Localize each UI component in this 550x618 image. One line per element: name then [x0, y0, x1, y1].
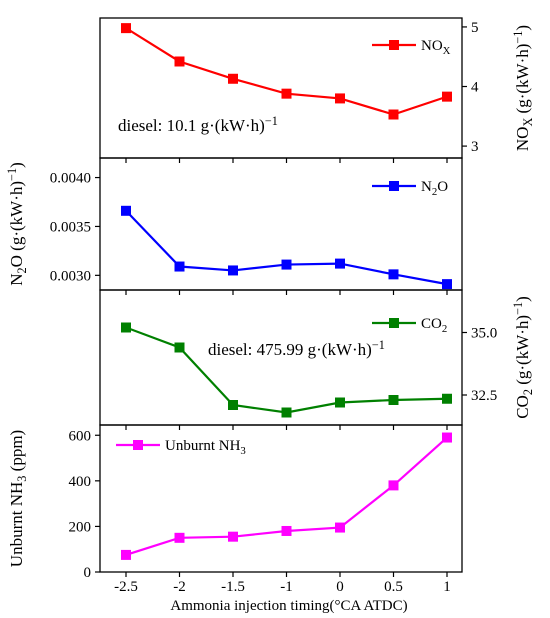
y-tick-label-nox: 5 — [471, 20, 479, 36]
x-axis-label: Ammonia injection timing(°CA ATDC) — [170, 598, 407, 614]
data-point-n2o — [174, 261, 185, 272]
panel-frame-nox — [99, 17, 463, 159]
x-tick-label: 0.5 — [384, 579, 403, 595]
data-point-nox — [174, 56, 185, 67]
legend-marker-nh3 — [133, 440, 143, 450]
panel-nox: 3 4 5 NOX (g·(kW·h)−1) NOX​ diesel: 10.1 g·(k… — [99, 17, 535, 163]
y-tick-label-n2o: 0.0040 — [50, 171, 91, 187]
x-tick-label: -1.5 — [221, 579, 245, 595]
data-point-nox — [121, 23, 131, 34]
panel-frame-nh3 — [99, 424, 463, 573]
y-tick-label-nh3: 400 — [69, 474, 92, 490]
x-axis: -2.5 -2 -1.5 -1 0 0.5 1 Ammonia injection timin… — [114, 579, 451, 614]
data-point-nh3 — [388, 480, 399, 491]
y-axis-label-nh3: Unburnt NH3 (ppm) — [7, 430, 29, 567]
x-tick-label: -1 — [280, 579, 293, 595]
data-point-co2 — [388, 395, 399, 405]
x-tick-label: -2.5 — [114, 579, 138, 595]
data-point-nh3 — [442, 432, 452, 443]
series-line-nh3 — [125, 436, 448, 556]
data-point-n2o — [442, 279, 452, 290]
data-point-nh3 — [335, 522, 345, 533]
data-point-nh3 — [121, 549, 131, 560]
data-point-nox — [388, 109, 399, 120]
y-tick-label-nox: 4 — [471, 80, 479, 96]
y-tick-label-nox: 3 — [471, 139, 479, 155]
data-point-nh3 — [228, 531, 238, 542]
x-tick-label: -2 — [173, 579, 186, 595]
data-point-n2o — [388, 269, 399, 280]
data-point-n2o — [121, 205, 131, 216]
data-point-n2o — [281, 259, 292, 270]
y-axis-label-co2: CO2 (g·(kW·h)−1) — [511, 296, 535, 419]
legend-label-co2: CO2​ — [421, 316, 447, 335]
legend-label-nh3: Unburnt NH3​ — [165, 438, 246, 457]
y-tick-label-n2o: 0.0035 — [50, 219, 91, 235]
data-point-co2 — [121, 322, 131, 333]
series-line-n2o — [125, 210, 448, 286]
legend-marker-co2 — [389, 318, 399, 328]
data-point-nox — [281, 88, 292, 99]
y-tick-label-co2: 32.5 — [471, 388, 497, 404]
data-point-nox — [228, 73, 238, 84]
data-point-nh3 — [281, 525, 292, 536]
data-point-nox — [442, 91, 452, 102]
panel-n2o: 0.0030 0.0035 0.0040 N2O (g·(kW·h)−1) N2O — [5, 157, 463, 295]
data-point-nox — [335, 93, 345, 104]
legend-label-n2o: N2O — [421, 179, 448, 198]
data-point-co2 — [335, 397, 345, 408]
data-point-co2 — [442, 393, 452, 404]
y-tick-label-nh3: 600 — [69, 428, 92, 444]
data-point-co2 — [281, 407, 292, 418]
data-point-co2 — [228, 400, 238, 410]
y-tick-label-co2: 35.0 — [471, 326, 497, 342]
data-point-n2o — [335, 258, 345, 269]
y-tick-label-n2o: 0.0030 — [50, 268, 91, 284]
x-tick-label: 1 — [443, 579, 451, 595]
panel-co2: 32.5 35.0 CO2 (g·(kW·h)−1) CO2​ diesel: 475.… — [99, 289, 535, 430]
data-point-nh3 — [174, 532, 185, 543]
y-tick-label-nh3: 0 — [84, 565, 92, 581]
legend-marker-n2o — [389, 181, 399, 191]
annotation-co2: diesel: 475.99 g·(kW·h)−1​ — [208, 338, 385, 359]
annotation-nox: diesel: 10.1 g·(kW·h)−1​ — [118, 114, 278, 135]
data-point-co2 — [174, 342, 185, 353]
y-tick-label-nh3: 200 — [69, 519, 92, 535]
y-axis-label-nox: NOX (g·(kW·h)−1) — [511, 25, 535, 151]
legend-label-nox: NOX​ — [421, 38, 451, 57]
data-point-n2o — [228, 265, 238, 276]
x-tick-label: 0 — [336, 579, 344, 595]
y-axis-label-n2o: N2O (g·(kW·h)−1) — [5, 162, 29, 286]
panel-nh3: 0 200 400 600 Unburnt NH3 (ppm) Unburnt NH3​ — [7, 424, 463, 581]
panel-frame-n2o — [99, 157, 463, 291]
legend-marker-nox — [389, 40, 399, 50]
